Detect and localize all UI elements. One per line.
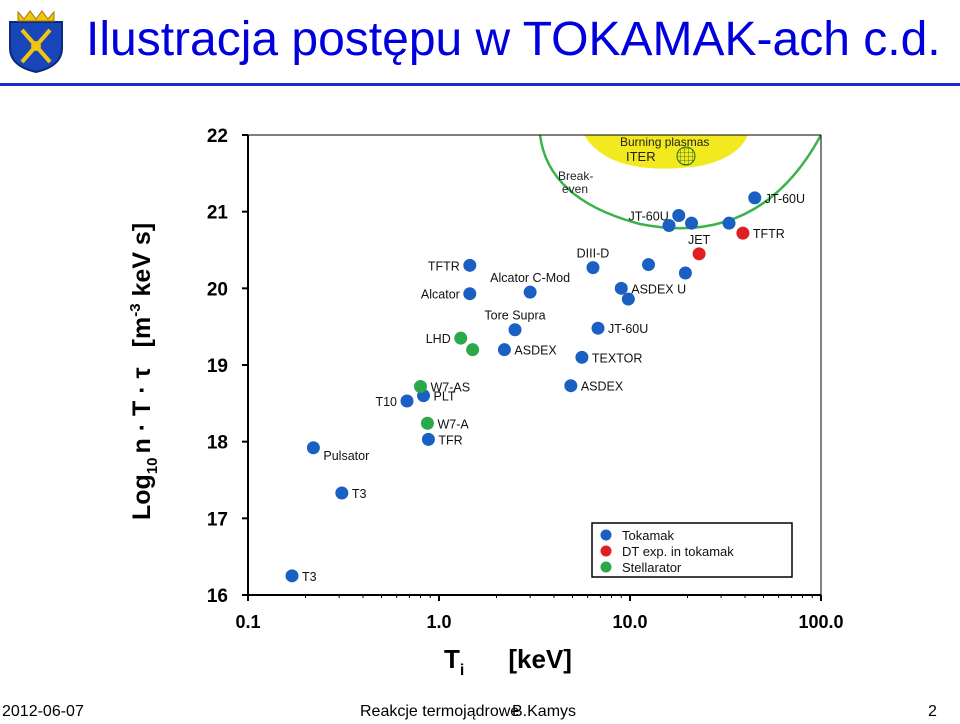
point-label: T10 [375, 395, 397, 409]
data-point-tokamak [575, 350, 589, 364]
legend-marker-dt [600, 545, 612, 557]
point-label: JET [688, 233, 711, 247]
data-point-dt [692, 247, 706, 261]
header-divider [0, 83, 960, 86]
slide-header: Ilustracja postępu w TOKAMAK-ach c.d. [0, 0, 960, 86]
burning-plasma-region [584, 135, 748, 169]
legend-label: Stellarator [622, 560, 682, 575]
data-point-tokamak [497, 343, 511, 357]
data-point-tokamak [508, 323, 522, 337]
data-point-tokamak [642, 258, 656, 272]
axes: 16 17 18 19 20 21 22 0.1 1.0 10.0 100.0 [207, 126, 844, 632]
data-point-stellarator [454, 331, 468, 345]
data-point-tokamak [523, 285, 537, 299]
university-crest-icon [9, 10, 63, 74]
data-point-tokamak [662, 218, 676, 232]
legend-marker-stellarator [600, 561, 612, 573]
point-label: TFTR [428, 259, 460, 273]
y-tick-label: 20 [207, 279, 228, 300]
point-label: JT-60U [608, 322, 648, 336]
data-point-tokamak [591, 321, 605, 335]
plot-background [248, 135, 821, 595]
point-label: Tore Supra [484, 309, 545, 323]
breakeven-label-line1: Break- [558, 169, 593, 183]
legend-label: DT exp. in tokamak [622, 544, 734, 559]
x-axis-label: Ti [keV] [444, 644, 572, 679]
point-label: Alcator C-Mod [490, 271, 570, 285]
data-point-tokamak [463, 287, 477, 301]
data-point-tokamak [285, 569, 299, 583]
y-tick-label: 22 [207, 126, 228, 147]
point-label: Pulsator [323, 449, 369, 463]
plot-area [248, 135, 821, 595]
data-point-stellarator [413, 379, 427, 393]
point-label: LHD [426, 332, 451, 346]
slide-title: Ilustracja postępu w TOKAMAK-ach c.d. [86, 13, 941, 66]
y-axis-label: Log10n · T · τ[m-3 keV s] [127, 223, 161, 520]
point-label: ASDEX [581, 380, 624, 394]
data-point-tokamak [400, 394, 414, 408]
x-tick-label: 10.0 [612, 612, 647, 632]
x-tick-label: 100.0 [798, 612, 843, 632]
data-point-tokamak [421, 432, 435, 446]
breakeven-curve [538, 135, 821, 230]
data-point-tokamak [586, 261, 600, 275]
y-tick-label: 18 [207, 433, 228, 454]
point-label: JT-60U [628, 210, 668, 224]
point-label: T3 [302, 570, 317, 584]
y-tick-label: 16 [207, 586, 228, 607]
data-point-tokamak [306, 441, 320, 455]
iter-globe-icon [676, 146, 696, 166]
point-label: DIII-D [577, 247, 610, 261]
legend-marker-tokamak [600, 529, 612, 541]
iter-label: ITER [626, 149, 656, 164]
data-point-stellarator [466, 343, 480, 357]
point-label: T3 [352, 487, 367, 501]
data-point-tokamak [614, 281, 628, 295]
point-label: W7-A [437, 417, 469, 431]
data-point-tokamak [685, 216, 699, 230]
footer-author: B.Kamys [512, 703, 577, 720]
point-label: Alcator [421, 288, 460, 302]
legend-box [591, 522, 793, 578]
region-shapes [538, 135, 821, 230]
data-points: T3 T3 Pulsator TFR T10 PLT ASDEX Tore Supra Alca… [285, 191, 805, 584]
legend-label: Tokamak [622, 528, 675, 543]
data-point-tokamak [672, 209, 686, 222]
point-label: W7-AS [430, 380, 470, 394]
footer-date: 2012-06-07 [2, 703, 84, 720]
footer-page-number: 2 [928, 703, 937, 720]
point-label: PLT [434, 390, 456, 404]
data-point-dt [736, 226, 750, 240]
point-label: TFR [438, 433, 462, 447]
breakeven-label-line2: even [562, 182, 588, 196]
data-point-tokamak [564, 379, 578, 393]
burning-plasmas-label: Burning plasmas [620, 135, 709, 149]
x-tick-label: 0.1 [235, 612, 260, 632]
data-point-tokamak [748, 191, 762, 205]
point-label: JT-60U [765, 192, 805, 206]
x-tick-label: 1.0 [426, 612, 451, 632]
y-tick-label: 21 [207, 203, 229, 224]
data-point-tokamak [335, 486, 349, 500]
y-tick-label: 19 [207, 356, 228, 377]
data-point-tokamak [722, 216, 736, 230]
data-point-tokamak [678, 266, 692, 280]
footer-topic: Reakcje termojądrowe [360, 703, 520, 720]
data-point-tokamak [463, 258, 477, 272]
point-label: TEXTOR [592, 351, 642, 365]
point-label: TFTR [753, 227, 785, 241]
point-label: ASDEX U [631, 282, 686, 296]
point-label: ASDEX [514, 344, 557, 358]
y-tick-label: 17 [207, 509, 228, 530]
data-point-tokamak [621, 292, 635, 306]
data-point-stellarator [420, 416, 434, 430]
